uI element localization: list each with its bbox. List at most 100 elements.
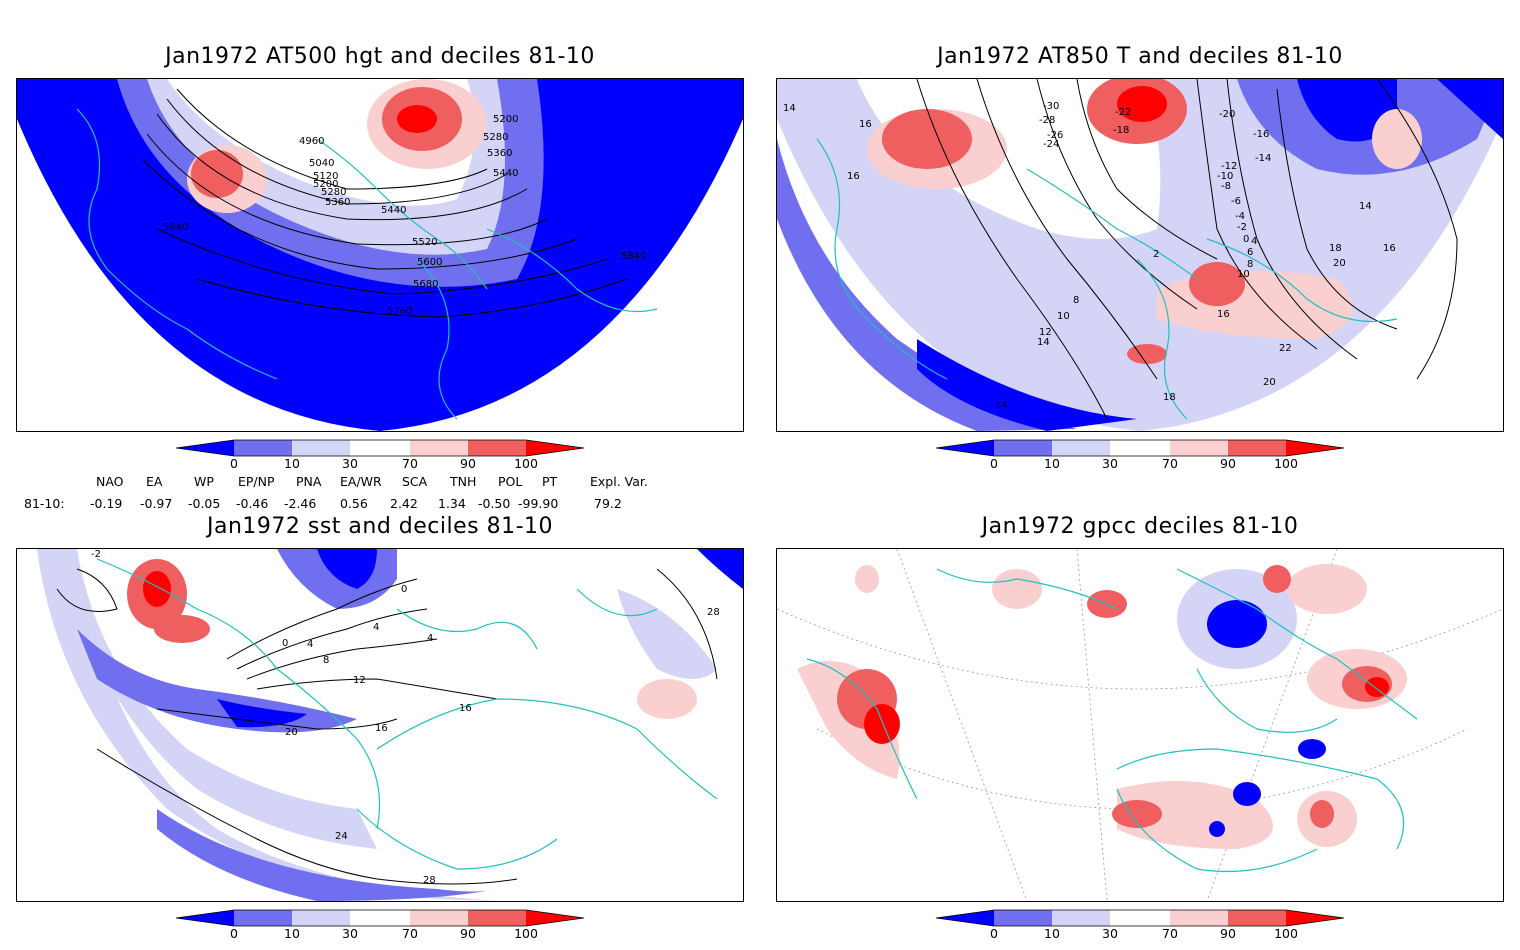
colorbar-swatch <box>1170 910 1228 926</box>
index-header: SCA <box>402 474 428 489</box>
contour-label: 20 <box>1263 377 1276 388</box>
contour-label: 5680 <box>413 279 438 290</box>
index-table: NAO EA WP EP/NP PNA EA/WR SCA TNH POL PT… <box>0 474 760 514</box>
colorbar-bottom-left: 0 10 30 70 90 100 <box>175 909 586 950</box>
colorbar-label: 70 <box>402 926 418 941</box>
colorbar-swatches <box>935 909 1345 927</box>
contour-label: 5760 <box>387 306 412 317</box>
contour-label: 12 <box>353 675 366 686</box>
contour-label: 16 <box>1383 243 1396 254</box>
index-header: Expl. Var. <box>590 474 648 489</box>
colorbar-swatch <box>994 910 1052 926</box>
contour-label: 16 <box>859 119 872 130</box>
contour-label: 5120 <box>313 171 338 182</box>
contour-label: 16 <box>847 171 860 182</box>
contour-label: 10 <box>1237 269 1250 280</box>
contour-label: -24 <box>1043 139 1059 150</box>
contour-label: 12 <box>1039 327 1052 338</box>
coastlines-hgt <box>76 108 658 420</box>
contour-label: 5440 <box>493 168 518 179</box>
colorbar-label: 10 <box>1044 926 1060 941</box>
colorbar-swatch <box>1286 440 1344 456</box>
colorbar-top-right: 0 10 30 70 90 100 <box>935 439 1346 480</box>
colorbar-swatch <box>1110 440 1170 456</box>
colorbar-swatch <box>1052 910 1110 926</box>
contour-label: 5280 <box>483 132 508 143</box>
colorbar-swatch <box>994 440 1052 456</box>
decile-fill-sst <box>37 549 743 901</box>
colorbar-swatch <box>350 910 410 926</box>
colorbar-swatch <box>292 440 350 456</box>
contour-label: -26 <box>1047 130 1063 141</box>
decile-fill-t850 <box>777 79 1503 431</box>
panel-title-gpcc: Jan1972 gpcc deciles 81-10 <box>981 514 1299 539</box>
contour-label: 4 <box>307 639 313 650</box>
contour-label: -2 <box>1237 222 1247 233</box>
colorbar-label: 0 <box>230 926 238 941</box>
panel-title-hgt: Jan1972 AT500 hgt and deciles 81-10 <box>165 44 595 69</box>
contour-label: -28 <box>1039 115 1055 126</box>
contour-label: 8 <box>323 655 329 666</box>
index-value: -0.05 <box>188 496 221 511</box>
index-value: 79.2 <box>594 496 622 511</box>
decile-fill-gpcc <box>797 564 1407 849</box>
contour-label: 20 <box>285 727 298 738</box>
contour-label: -18 <box>1113 125 1129 136</box>
contour-label: 4 <box>373 622 379 633</box>
contour-labels-hgt: 4960 5040 5120 5200 5280 5360 5440 5520 … <box>163 114 646 317</box>
index-header: EA/WR <box>340 474 382 489</box>
colorbar-label: 70 <box>402 456 418 471</box>
contour-label: 5840 <box>621 251 646 262</box>
colorbar-label: 100 <box>1274 456 1298 471</box>
coastlines-sst <box>96 558 718 870</box>
contour-label: 5200 <box>493 114 518 125</box>
contour-label: 4 <box>427 633 433 644</box>
colorbar-label: 100 <box>1274 926 1298 941</box>
colorbar-label: 100 <box>514 926 538 941</box>
colorbar-label: 10 <box>1044 456 1060 471</box>
contour-label: 16 <box>375 723 388 734</box>
height-contours <box>141 88 628 318</box>
contour-label: 5040 <box>309 158 334 169</box>
contour-label: -30 <box>1043 101 1059 112</box>
contour-label: -20 <box>1219 109 1235 120</box>
colorbar-label: 10 <box>284 456 300 471</box>
colorbar-label: 90 <box>460 456 476 471</box>
contour-label: 16 <box>1217 309 1230 320</box>
colorbar-swatch <box>1052 440 1110 456</box>
contour-label: 5360 <box>487 148 512 159</box>
contour-label: -10 <box>1217 171 1233 182</box>
contour-label: 2 <box>1153 249 1159 260</box>
colorbar-label: 30 <box>1102 456 1118 471</box>
contour-label: 4 <box>1251 236 1257 247</box>
colorbar-swatch <box>234 440 292 456</box>
contour-label: 16 <box>459 703 472 714</box>
index-row-label: 81-10: <box>24 496 65 511</box>
colorbar-swatch <box>176 440 234 456</box>
colorbar-swatch <box>350 440 410 456</box>
contour-label: -22 <box>1115 107 1131 118</box>
panel-title-sst: Jan1972 sst and deciles 81-10 <box>206 514 554 539</box>
contour-labels-t850: 14 16 16 -30 -28 -26 -24 -22 -20 -18 -16… <box>783 101 1396 411</box>
colorbar-bottom-right: 0 10 30 70 90 100 <box>935 909 1346 950</box>
colorbar-swatch <box>936 440 994 456</box>
contour-label: 10 <box>1057 311 1070 322</box>
temperature-contours <box>916 79 1458 420</box>
colorbar-top-left: 0 10 30 70 90 100 <box>175 439 586 480</box>
colorbar-swatch <box>292 910 350 926</box>
colorbar-swatches <box>175 909 585 927</box>
index-header: PNA <box>296 474 322 489</box>
index-value: -0.50 <box>478 496 511 511</box>
contour-label: 0 <box>1243 234 1249 245</box>
contour-label: 4960 <box>299 136 324 147</box>
contour-label: -6 <box>1231 196 1241 207</box>
colorbar-label: 70 <box>1162 456 1178 471</box>
index-value: 2.42 <box>390 496 418 511</box>
contour-label: 14 <box>1037 337 1050 348</box>
contour-label: 14 <box>995 400 1008 411</box>
contour-label: 5440 <box>381 205 406 216</box>
colorbar-swatch <box>1228 910 1286 926</box>
colorbar-swatch <box>410 910 468 926</box>
contour-label: -12 <box>1221 161 1237 172</box>
map-panel-sst: -2 0 0 4 8 12 16 16 20 24 28 28 4 4 <box>16 548 744 902</box>
